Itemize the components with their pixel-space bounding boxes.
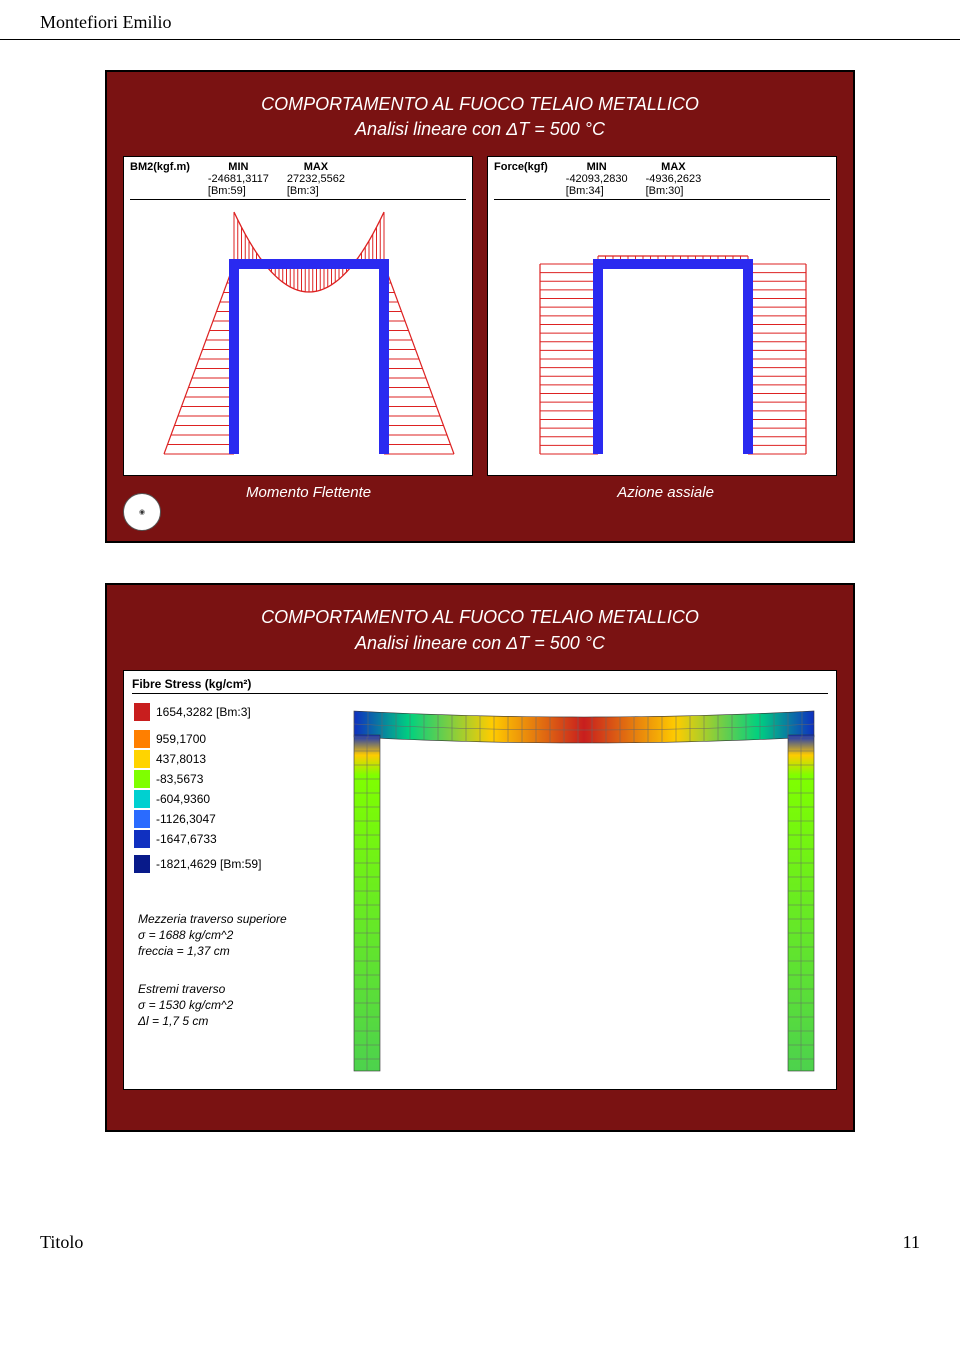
slide-1: COMPORTAMENTO AL FUOCO TELAIO METALLICO …: [105, 70, 855, 543]
logo-icon: ◉: [123, 493, 161, 531]
slide1-title-line1: COMPORTAMENTO AL FUOCO TELAIO METALLICO: [261, 94, 699, 114]
annot2-line1: Estremi traverso: [138, 981, 233, 997]
caption-moment: Momento Flettente: [246, 484, 371, 501]
axial-max-label: MAX: [646, 161, 702, 173]
moment-min-label: MIN: [208, 161, 269, 173]
slide1-captions: Momento Flettente Azione assiale: [123, 484, 837, 501]
slide2-title-line1: COMPORTAMENTO AL FUOCO TELAIO METALLICO: [261, 607, 699, 627]
moment-max-label: MAX: [287, 161, 345, 173]
annot1-line2: σ = 1688 kg/cm^2: [138, 927, 287, 943]
axial-min-label: MIN: [566, 161, 628, 173]
axial-min-bm: [Bm:34]: [566, 185, 628, 197]
page-header-author: Montefiori Emilio: [0, 0, 960, 40]
footer-right: 11: [903, 1232, 920, 1253]
slide-2: COMPORTAMENTO AL FUOCO TELAIO METALLICO …: [105, 583, 855, 1131]
moment-diagram: [124, 204, 472, 464]
slide1-title: COMPORTAMENTO AL FUOCO TELAIO METALLICO …: [123, 92, 837, 142]
panel-moment: BM2(kgf.m) MIN -24681,3117 [Bm:59] MAX 2…: [123, 156, 473, 476]
axial-diagram: [488, 204, 836, 464]
annot2-line2: σ = 1530 kg/cm^2: [138, 997, 233, 1013]
moment-min-bm: [Bm:59]: [208, 185, 269, 197]
axial-min-value: -42093,2830: [566, 173, 628, 185]
panel-axial-header: Force(kgf) MIN -42093,2830 [Bm:34] MAX -…: [488, 157, 836, 199]
annot2-line3: Δl = 1,7 5 cm: [138, 1013, 233, 1029]
slide1-title-line2: Analisi lineare con ΔT = 500 °C: [355, 119, 605, 139]
moment-max-bm: [Bm:3]: [287, 185, 345, 197]
panel-moment-header: BM2(kgf.m) MIN -24681,3117 [Bm:59] MAX 2…: [124, 157, 472, 199]
moment-min-value: -24681,3117: [208, 173, 269, 185]
slide2-title-line2: Analisi lineare con ΔT = 500 °C: [355, 633, 605, 653]
axial-qty: Force(kgf): [494, 161, 548, 173]
moment-max-value: 27232,5562: [287, 173, 345, 185]
annot-mezzeria: Mezzeria traverso superiore σ = 1688 kg/…: [138, 911, 287, 960]
moment-qty: BM2(kgf.m): [130, 161, 190, 173]
annot1-line1: Mezzeria traverso superiore: [138, 911, 287, 927]
caption-axial: Azione assiale: [617, 484, 714, 501]
axial-max-value: -4936,2623: [646, 173, 702, 185]
slide2-title: COMPORTAMENTO AL FUOCO TELAIO METALLICO …: [123, 605, 837, 655]
panel-axial: Force(kgf) MIN -42093,2830 [Bm:34] MAX -…: [487, 156, 837, 476]
slide1-panel-row: BM2(kgf.m) MIN -24681,3117 [Bm:59] MAX 2…: [123, 156, 837, 476]
annot1-line3: freccia = 1,37 cm: [138, 943, 287, 959]
axial-max-bm: [Bm:30]: [646, 185, 702, 197]
annot-estremi: Estremi traverso σ = 1530 kg/cm^2 Δl = 1…: [138, 981, 233, 1030]
page-footer: Titolo 11: [0, 1172, 960, 1273]
slide2-body: Fibre Stress (kg/cm²) 1654,3282 [Bm:3] 9…: [123, 670, 837, 1090]
footer-left: Titolo: [40, 1232, 83, 1253]
